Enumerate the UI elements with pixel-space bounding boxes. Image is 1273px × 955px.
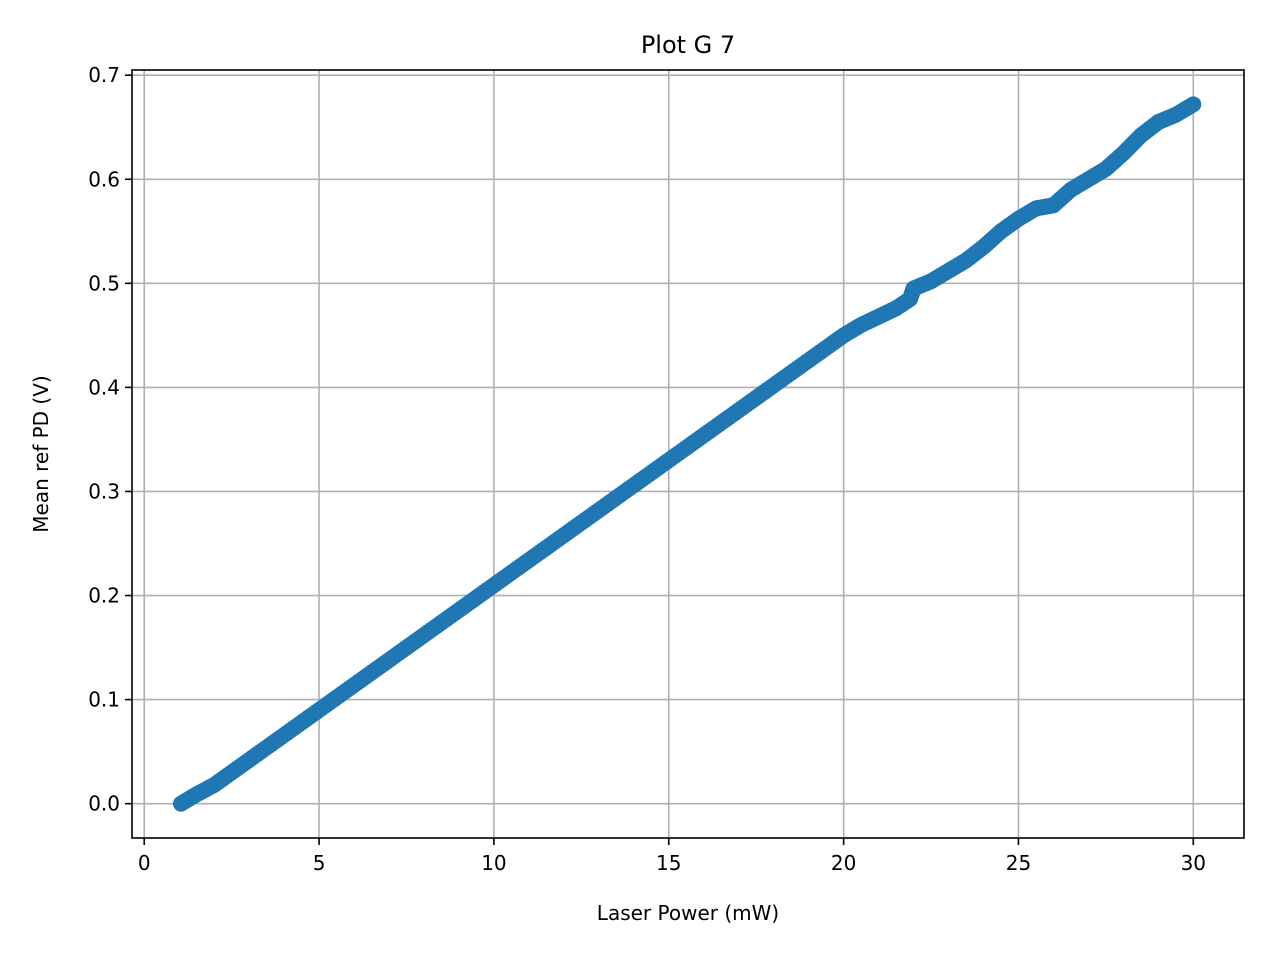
- x-tick-label: 5: [313, 851, 326, 875]
- y-tick-label: 0.3: [88, 479, 120, 503]
- y-axis-label: Mean ref PD (V): [29, 375, 53, 532]
- y-tick-label: 0.7: [88, 63, 120, 87]
- y-tick-label: 0.4: [88, 375, 120, 399]
- y-tick-label: 0.0: [88, 792, 120, 816]
- chart-title: Plot G 7: [641, 31, 735, 59]
- x-tick-label: 20: [831, 851, 856, 875]
- data-point: [1185, 96, 1202, 113]
- y-tick-label: 0.1: [88, 688, 120, 712]
- x-tick-label: 25: [1006, 851, 1031, 875]
- y-tick-label: 0.2: [88, 584, 120, 608]
- x-tick-label: 30: [1181, 851, 1206, 875]
- plot-area-frame: [131, 69, 1245, 839]
- axis-ticks: 0 5 10 15 20 25 30 0.0 0.1 0.2 0.3 0.4 0.5 0.6 0.7: [88, 63, 1206, 875]
- x-axis-label: Laser Power (mW): [597, 901, 779, 925]
- y-tick-label: 0.5: [88, 271, 120, 295]
- x-tick-label: 0: [138, 851, 151, 875]
- x-tick-label: 15: [656, 851, 681, 875]
- grid-lines: [132, 70, 1244, 838]
- x-tick-label: 10: [481, 851, 506, 875]
- y-tick-label: 0.6: [88, 167, 120, 191]
- data-points: [172, 96, 1202, 812]
